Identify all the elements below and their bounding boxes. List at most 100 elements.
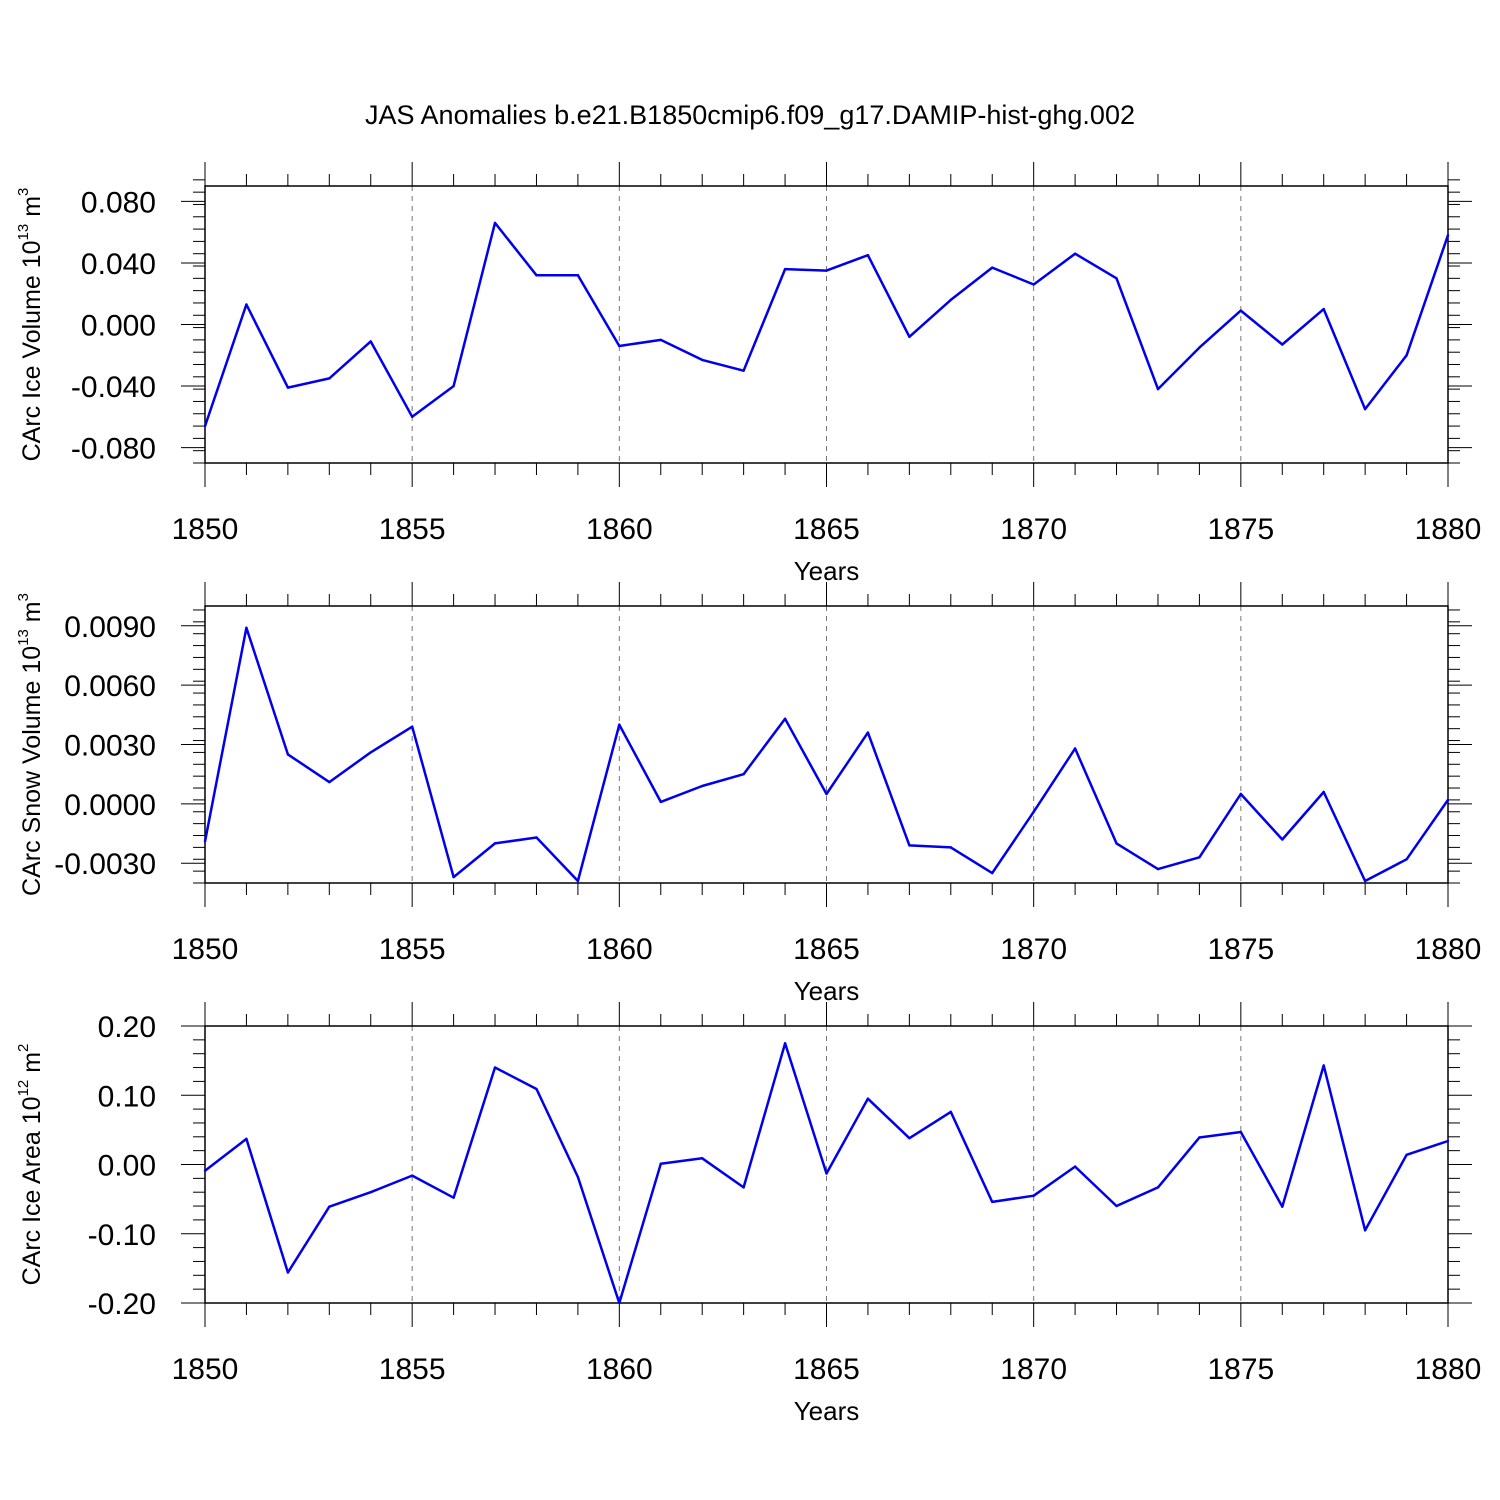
x-tick-label: 1870 bbox=[1000, 513, 1067, 546]
x-tick-label: 1855 bbox=[379, 1353, 446, 1386]
data-point-1868 bbox=[949, 1110, 952, 1114]
x-axis-title: Years bbox=[794, 976, 860, 1006]
y-axis-title-unit-exponent: 3 bbox=[15, 593, 32, 601]
y-axis-title-text: CArc Ice Area 10 bbox=[18, 1096, 46, 1285]
data-point-1856 bbox=[452, 1196, 455, 1199]
chart-title: JAS Anomalies b.e21.B1850cmip6.f09_g17.D… bbox=[365, 100, 1135, 130]
x-tick-label: 1855 bbox=[379, 933, 446, 966]
x-tick-label: 1860 bbox=[586, 1353, 653, 1386]
x-tick-label: 1875 bbox=[1207, 1353, 1274, 1386]
x-tick-label: 1860 bbox=[586, 513, 653, 546]
data-point-1850 bbox=[203, 424, 207, 428]
data-point-1853 bbox=[328, 377, 331, 380]
x-tick-label: 1880 bbox=[1415, 513, 1482, 546]
y-tick-label: 0.0060 bbox=[64, 670, 156, 703]
data-point-1852 bbox=[286, 753, 290, 756]
y-axis-title: CArc Ice Area 1012 m2 bbox=[15, 1044, 46, 1286]
data-point-1880 bbox=[1446, 234, 1450, 237]
data-point-1876 bbox=[1281, 838, 1284, 841]
y-axis-title-unit-exponent: 3 bbox=[15, 188, 32, 196]
data-point-1865 bbox=[825, 269, 828, 272]
data-point-1864 bbox=[783, 267, 787, 271]
data-point-1862 bbox=[701, 1157, 704, 1160]
data-point-1878 bbox=[1363, 1229, 1367, 1232]
data-point-1860 bbox=[618, 1301, 621, 1305]
x-tick-label: 1865 bbox=[793, 513, 860, 546]
data-point-1872 bbox=[1115, 1204, 1118, 1208]
x-axis-title: Years bbox=[794, 1396, 860, 1426]
data-point-1874 bbox=[1198, 346, 1201, 349]
data-point-1861 bbox=[659, 800, 662, 804]
data-point-1864 bbox=[783, 717, 787, 720]
y-axis-title: CArc Snow Volume 1013 m3 bbox=[15, 593, 46, 896]
data-point-1852 bbox=[286, 1271, 290, 1274]
data-point-1870 bbox=[1032, 810, 1035, 813]
data-point-1859 bbox=[576, 274, 580, 277]
y-tick-label: -0.10 bbox=[88, 1219, 156, 1252]
y-axis-title-exponent: 12 bbox=[15, 1080, 32, 1097]
x-tick-label: 1880 bbox=[1415, 1353, 1482, 1386]
data-point-1875 bbox=[1239, 792, 1243, 796]
data-point-1875 bbox=[1239, 309, 1243, 312]
data-point-1865 bbox=[825, 1172, 828, 1175]
data-point-1853 bbox=[328, 780, 331, 784]
data-point-1865 bbox=[825, 792, 828, 796]
y-tick-label: 0.10 bbox=[98, 1080, 156, 1113]
data-point-1863 bbox=[742, 1186, 745, 1189]
data-point-1866 bbox=[866, 731, 870, 734]
data-point-1868 bbox=[949, 298, 952, 302]
data-point-1862 bbox=[701, 784, 704, 788]
x-tick-label: 1850 bbox=[172, 933, 239, 966]
data-point-1858 bbox=[535, 836, 538, 839]
y-axis-title-text: CArc Ice Volume 10 bbox=[18, 240, 46, 461]
y-tick-label: 0.20 bbox=[98, 1011, 156, 1044]
y-tick-label: -0.20 bbox=[88, 1288, 156, 1321]
y-axis-title-unit-exponent: 2 bbox=[15, 1044, 32, 1052]
y-axis-title: CArc Ice Volume 1013 m3 bbox=[15, 188, 46, 462]
data-point-1874 bbox=[1198, 856, 1201, 859]
y-tick-label: 0.000 bbox=[81, 310, 156, 343]
x-tick-label: 1850 bbox=[172, 1353, 239, 1386]
data-point-1850 bbox=[203, 1169, 207, 1172]
data-point-1877 bbox=[1322, 307, 1325, 311]
y-tick-label: 0.0090 bbox=[64, 611, 156, 644]
data-point-1864 bbox=[783, 1042, 787, 1045]
data-point-1873 bbox=[1156, 1186, 1160, 1189]
y-axis-title-unit: m bbox=[18, 1052, 46, 1080]
data-point-1867 bbox=[908, 1136, 911, 1140]
data-point-1851 bbox=[245, 303, 248, 306]
y-tick-label: 0.00 bbox=[98, 1150, 156, 1183]
y-tick-label: 0.080 bbox=[81, 186, 156, 219]
x-tick-label: 1875 bbox=[1207, 513, 1274, 546]
data-point-1877 bbox=[1322, 1064, 1325, 1067]
data-point-1856 bbox=[452, 384, 455, 388]
data-point-1854 bbox=[369, 751, 372, 754]
data-point-1872 bbox=[1115, 277, 1118, 280]
data-point-1853 bbox=[328, 1205, 331, 1208]
data-point-1871 bbox=[1073, 1165, 1077, 1168]
data-point-1871 bbox=[1073, 252, 1077, 255]
y-tick-label: 0.0030 bbox=[64, 730, 156, 763]
data-point-1857 bbox=[493, 842, 497, 845]
x-tick-label: 1850 bbox=[172, 513, 239, 546]
data-point-1869 bbox=[991, 871, 994, 875]
data-point-1854 bbox=[369, 1191, 372, 1194]
data-point-1851 bbox=[245, 626, 248, 629]
data-point-1855 bbox=[410, 1174, 414, 1177]
x-tick-label: 1870 bbox=[1000, 933, 1067, 966]
data-point-1879 bbox=[1405, 858, 1408, 861]
y-tick-label: -0.040 bbox=[71, 371, 156, 404]
data-point-1879 bbox=[1405, 1153, 1408, 1157]
data-point-1866 bbox=[866, 254, 870, 257]
panels: 1850 1855 1860 1865 1870 1875 1880 Years -0.080 -… bbox=[15, 162, 1481, 1426]
data-point-1869 bbox=[991, 266, 994, 269]
series-line bbox=[203, 626, 1450, 883]
data-point-1876 bbox=[1281, 1205, 1284, 1208]
data-point-1870 bbox=[1032, 1194, 1035, 1197]
data-point-1871 bbox=[1073, 747, 1077, 750]
data-point-1870 bbox=[1032, 283, 1035, 286]
x-tick-label: 1880 bbox=[1415, 933, 1482, 966]
data-point-1860 bbox=[618, 344, 621, 348]
data-point-1874 bbox=[1198, 1136, 1201, 1139]
data-point-1878 bbox=[1363, 407, 1367, 411]
